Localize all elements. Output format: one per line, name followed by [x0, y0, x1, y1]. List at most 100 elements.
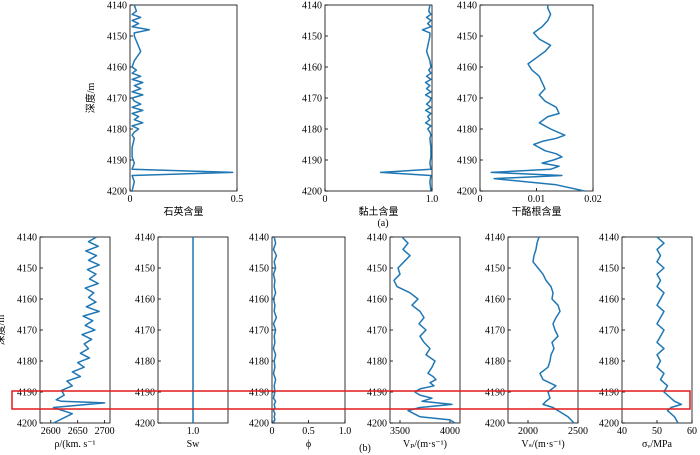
- series-line: [490, 5, 585, 192]
- y-tick-label: 4190: [599, 388, 619, 399]
- y-tick-label: 4140: [457, 1, 477, 12]
- x-tick-label: 50: [652, 426, 662, 437]
- y-tick-label: 4190: [249, 388, 269, 399]
- y-tick-label: 4150: [107, 32, 127, 43]
- y-tick-label: 4170: [302, 94, 322, 105]
- x-tick-label: 2500: [568, 426, 588, 437]
- x-tick-label: 1.0: [426, 194, 439, 205]
- y-tick-label: 4170: [599, 326, 619, 337]
- y-tick-label: 4160: [367, 295, 387, 306]
- x-axis-label: 石英含量: [164, 205, 204, 218]
- y-tick-label: 4190: [135, 388, 155, 399]
- series-line: [272, 236, 278, 424]
- x-tick-label: 0: [128, 194, 133, 205]
- y-tick-label: 4180: [249, 357, 269, 368]
- x-axis-label: ϕ: [306, 439, 311, 450]
- highlight-box: [11, 390, 691, 410]
- y-tick-label: 4160: [599, 295, 619, 306]
- y-tick-label: 4190: [457, 156, 477, 167]
- y-tick-label: 4170: [135, 326, 155, 337]
- axes-frame: [479, 4, 594, 192]
- series-line: [52, 236, 106, 424]
- y-tick-label: 4140: [302, 1, 322, 12]
- y-tick-label: 4150: [599, 264, 619, 275]
- y-tick-label: 4170: [485, 326, 505, 337]
- y-tick-label: 4160: [457, 63, 477, 74]
- y-tick-label: 4180: [367, 357, 387, 368]
- y-tick-label: 4140: [17, 233, 37, 244]
- y-tick-label: 4190: [17, 388, 37, 399]
- x-tick-label: 2650: [68, 426, 88, 437]
- x-axis-label: Vₛ/(m·s⁻¹): [521, 439, 564, 450]
- y-tick-label: 4170: [457, 94, 477, 105]
- y-tick-label: 4150: [249, 264, 269, 275]
- y-tick-label: 4200: [367, 419, 387, 430]
- y-tick-label: 4190: [107, 156, 127, 167]
- x-tick-label: 40: [617, 426, 627, 437]
- x-tick-label: 0: [478, 194, 483, 205]
- y-axis-label: 深度/m: [84, 83, 97, 114]
- series-line: [532, 236, 575, 424]
- y-tick-label: 4140: [249, 233, 269, 244]
- series-line: [379, 4, 432, 192]
- y-tick-label: 4180: [107, 125, 127, 136]
- y-tick-label: 4180: [485, 357, 505, 368]
- x-tick-label: 0.01: [528, 194, 546, 205]
- y-tick-label: 4140: [485, 233, 505, 244]
- x-tick-label: 0: [323, 194, 328, 205]
- y-tick-label: 4140: [599, 233, 619, 244]
- y-tick-label: 4180: [17, 357, 37, 368]
- x-axis-label: Vₚ/(m·s⁻¹): [403, 439, 447, 450]
- y-tick-label: 4200: [302, 187, 322, 198]
- x-tick-label: 2700: [95, 426, 115, 437]
- x-tick-label: 4000: [440, 426, 460, 437]
- y-tick-label: 4200: [17, 419, 37, 430]
- series-line: [393, 236, 456, 424]
- y-tick-label: 4180: [457, 125, 477, 136]
- x-tick-label: 60: [687, 426, 697, 437]
- y-tick-label: 4140: [135, 233, 155, 244]
- x-tick-label: 0.02: [584, 194, 602, 205]
- axes-frame: [324, 4, 433, 192]
- y-tick-label: 4180: [599, 357, 619, 368]
- x-axis-label: σᵥ/MPa: [642, 439, 673, 450]
- y-tick-label: 4190: [485, 388, 505, 399]
- y-tick-label: 4160: [107, 63, 127, 74]
- x-tick-label: 3500: [390, 426, 410, 437]
- x-tick-label: 0.5: [231, 194, 244, 205]
- y-tick-label: 4150: [302, 32, 322, 43]
- x-axis-label: Sw: [187, 439, 201, 450]
- chart-8: 4140 4150 4160 4170 4180 4190 4200 2000 2500 Vₛ/(…: [485, 233, 588, 451]
- series-line: [656, 236, 683, 424]
- y-tick-label: 4150: [367, 264, 387, 275]
- y-tick-label: 4200: [135, 419, 155, 430]
- y-tick-label: 4170: [107, 94, 127, 105]
- y-tick-label: 4170: [249, 326, 269, 337]
- y-tick-label: 4140: [367, 233, 387, 244]
- chart-5: 4140 4150 4160 4170 4180 4190 4200 1.0 Sw: [135, 233, 229, 450]
- x-axis-label: ρ/(km. s⁻¹: [54, 439, 95, 450]
- y-tick-label: 4160: [249, 295, 269, 306]
- y-tick-label: 4200: [457, 187, 477, 198]
- panel-b-caption: (b): [359, 443, 371, 454]
- x-axis-label: 黏土含量: [359, 205, 399, 218]
- y-tick-label: 4150: [135, 264, 155, 275]
- y-tick-label: 4150: [457, 32, 477, 43]
- y-tick-label: 4190: [302, 156, 322, 167]
- y-tick-label: 4140: [107, 1, 127, 12]
- y-tick-label: 4150: [17, 264, 37, 275]
- y-tick-label: 4160: [485, 295, 505, 306]
- y-axis-label: 深度/m: [0, 315, 7, 346]
- y-tick-label: 4200: [107, 187, 127, 198]
- axes-frame: [129, 4, 238, 192]
- y-tick-label: 4190: [367, 388, 387, 399]
- y-tick-label: 4170: [367, 326, 387, 337]
- y-tick-label: 4200: [249, 419, 269, 430]
- y-tick-label: 4160: [135, 295, 155, 306]
